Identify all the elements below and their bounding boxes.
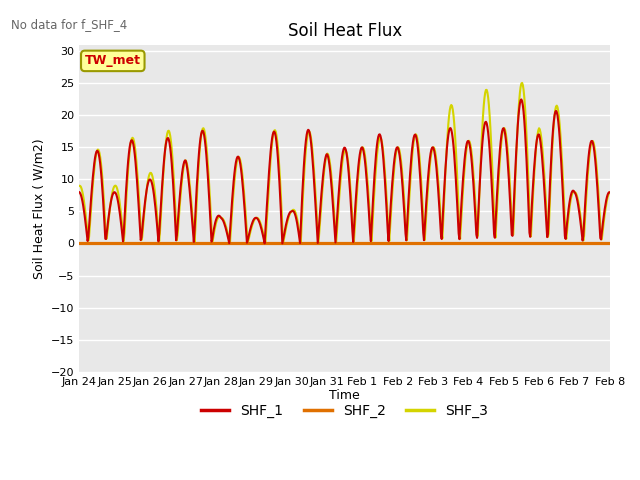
SHF_3: [76, 183, 83, 189]
SHF_3: [410, 139, 417, 145]
SHF_3: [518, 80, 526, 86]
SHF_1: [606, 190, 614, 195]
SHF_1: [85, 224, 93, 229]
SHF_2: [140, 240, 147, 246]
SHF_2: [194, 240, 202, 246]
SHF_1: [518, 96, 525, 102]
Text: No data for f_SHF_4: No data for f_SHF_4: [10, 18, 127, 31]
SHF_3: [194, 182, 202, 188]
SHF_1: [76, 190, 83, 195]
SHF_2: [76, 240, 83, 246]
Y-axis label: Soil Heat Flux ( W/m2): Soil Heat Flux ( W/m2): [33, 138, 45, 278]
SHF_3: [85, 234, 93, 240]
Line: SHF_1: SHF_1: [79, 99, 610, 243]
SHF_1: [140, 212, 147, 217]
SHF_2: [424, 240, 432, 246]
SHF_1: [426, 162, 433, 168]
SHF_1: [278, 240, 286, 246]
SHF_3: [426, 170, 433, 176]
X-axis label: Time: Time: [330, 389, 360, 402]
SHF_3: [140, 216, 147, 222]
SHF_3: [221, 222, 229, 228]
SHF_2: [85, 240, 93, 246]
Legend: SHF_1, SHF_2, SHF_3: SHF_1, SHF_2, SHF_3: [196, 398, 494, 424]
SHF_1: [194, 171, 202, 177]
SHF_3: [606, 189, 614, 195]
SHF_2: [606, 240, 614, 246]
SHF_2: [409, 240, 417, 246]
Text: TW_met: TW_met: [84, 54, 141, 67]
Title: Soil Heat Flux: Soil Heat Flux: [287, 22, 402, 40]
SHF_1: [410, 135, 417, 141]
SHF_3: [279, 240, 287, 246]
SHF_2: [221, 240, 229, 246]
SHF_1: [221, 225, 229, 230]
Line: SHF_3: SHF_3: [79, 83, 610, 243]
